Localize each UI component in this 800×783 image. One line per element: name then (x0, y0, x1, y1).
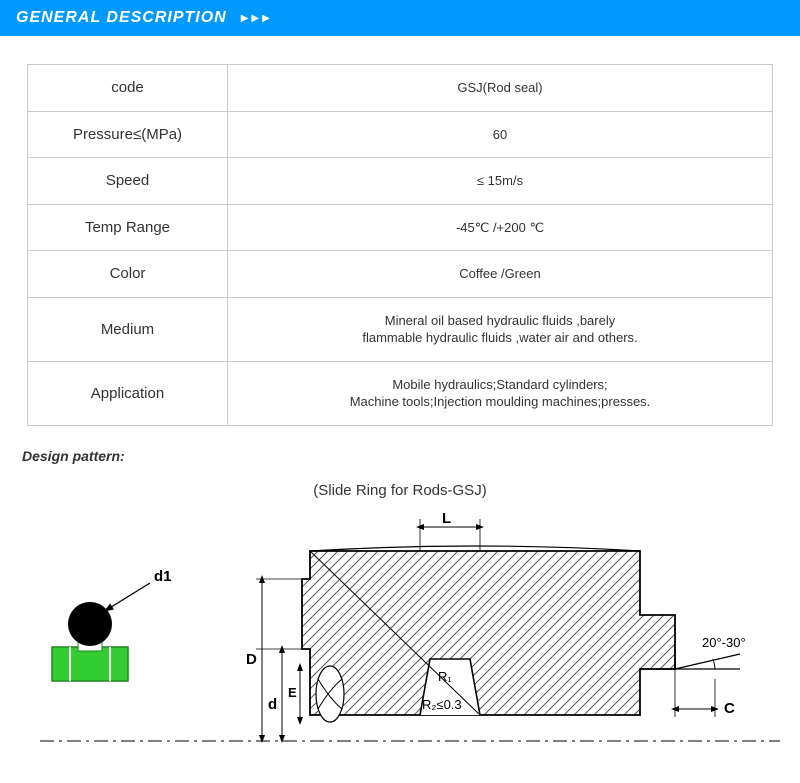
header-bar: GENERAL DESCRIPTION ▶▶▶ (0, 0, 800, 36)
spec-value: -45℃ /+200 ℃ (228, 204, 773, 251)
table-row: MediumMineral oil based hydraulic fluids… (28, 297, 773, 361)
spec-label: Pressure≤(MPa) (28, 111, 228, 158)
spec-label: Temp Range (28, 204, 228, 251)
table-row: Pressure≤(MPa)60 (28, 111, 773, 158)
spec-table: codeGSJ(Rod seal)Pressure≤(MPa)60Speed≤ … (27, 64, 773, 426)
label-D: D (246, 651, 257, 668)
spec-label: Application (28, 361, 228, 425)
header-title: GENERAL DESCRIPTION (16, 9, 227, 27)
spec-label: Speed (28, 158, 228, 205)
spec-value: GSJ(Rod seal) (228, 65, 773, 112)
spec-value: Mineral oil based hydraulic fluids ,bare… (228, 297, 773, 361)
spec-label: code (28, 65, 228, 112)
design-pattern-label: Design pattern: (22, 448, 800, 464)
label-L: L (442, 510, 451, 527)
label-C: C (724, 700, 735, 717)
label-d: d (268, 696, 277, 713)
label-d1: d1 (154, 568, 172, 585)
label-E: E (288, 685, 297, 700)
spec-value: Coffee /Green (228, 251, 773, 298)
spec-value: ≤ 15m/s (228, 158, 773, 205)
table-row: ColorCoffee /Green (28, 251, 773, 298)
seal-diagram: d1 L R₁ R₂≤0.3 20°-30° C (10, 509, 790, 759)
diagram-container: d1 L R₁ R₂≤0.3 20°-30° C (10, 509, 790, 759)
header-arrows: ▶▶▶ (241, 13, 273, 24)
label-R1: R₁ (438, 669, 452, 684)
table-row: ApplicationMobile hydraulics;Standard cy… (28, 361, 773, 425)
table-row: codeGSJ(Rod seal) (28, 65, 773, 112)
label-R2: R₂≤0.3 (422, 697, 462, 712)
spec-value: Mobile hydraulics;Standard cylinders;Mac… (228, 361, 773, 425)
table-row: Speed≤ 15m/s (28, 158, 773, 205)
label-angle: 20°-30° (702, 635, 746, 650)
table-row: Temp Range-45℃ /+200 ℃ (28, 204, 773, 251)
spec-label: Medium (28, 297, 228, 361)
design-pattern-title: (Slide Ring for Rods-GSJ) (0, 482, 800, 499)
spec-label: Color (28, 251, 228, 298)
spec-value: 60 (228, 111, 773, 158)
